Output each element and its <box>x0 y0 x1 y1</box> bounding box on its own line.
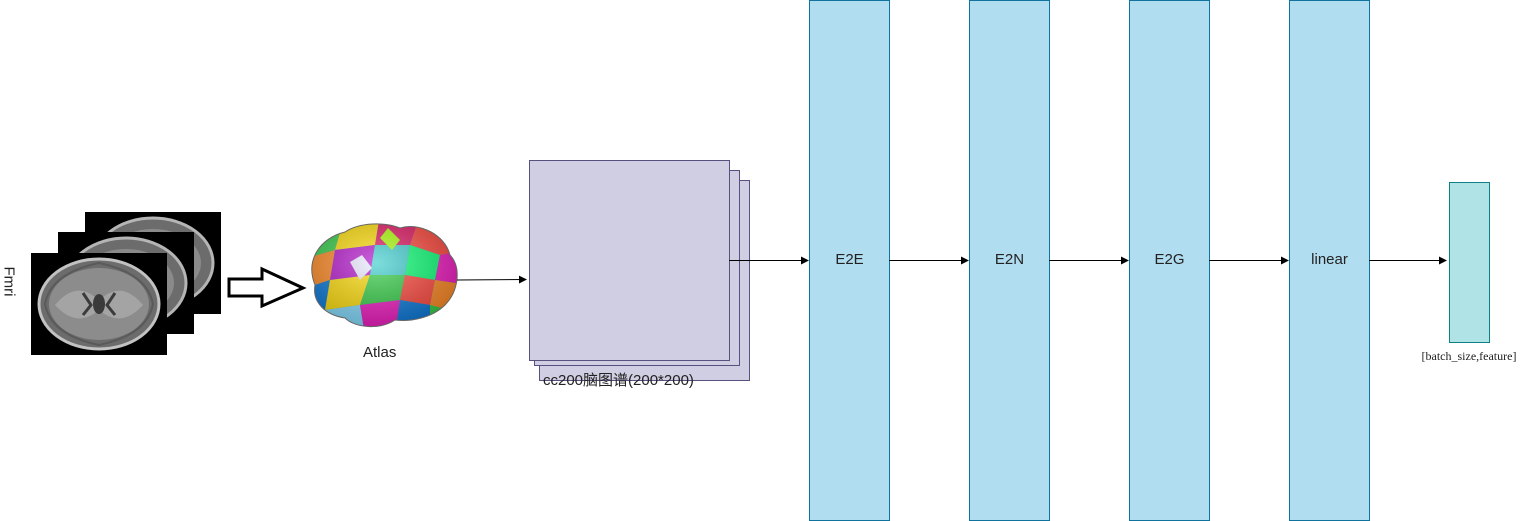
arrow-atlas-to-matrix <box>456 275 527 284</box>
hollow-arrow-icon <box>227 266 307 309</box>
atlas-label: Atlas <box>363 344 397 361</box>
block-e2n-label: E2N <box>994 251 1025 268</box>
block-e2e-label: E2E <box>835 251 864 268</box>
matrix-layer-front <box>529 160 730 361</box>
block-linear <box>1289 0 1370 521</box>
output-label: [batch_size,feature] <box>1421 349 1517 363</box>
mri-slice-stack-icon <box>31 212 221 355</box>
connectivity-matrix-stack <box>529 160 750 381</box>
matrix-label: cc200脑图谱(200*200) <box>543 372 694 389</box>
block-linear-label: linear <box>1311 251 1348 268</box>
output-vector <box>1449 182 1490 343</box>
block-e2e <box>809 0 890 521</box>
brain-atlas-icon <box>311 223 458 327</box>
block-e2g <box>1129 0 1210 521</box>
block-e2g-label: E2G <box>1154 251 1185 268</box>
block-e2n <box>969 0 1050 521</box>
input-label: Fmri <box>0 266 18 297</box>
